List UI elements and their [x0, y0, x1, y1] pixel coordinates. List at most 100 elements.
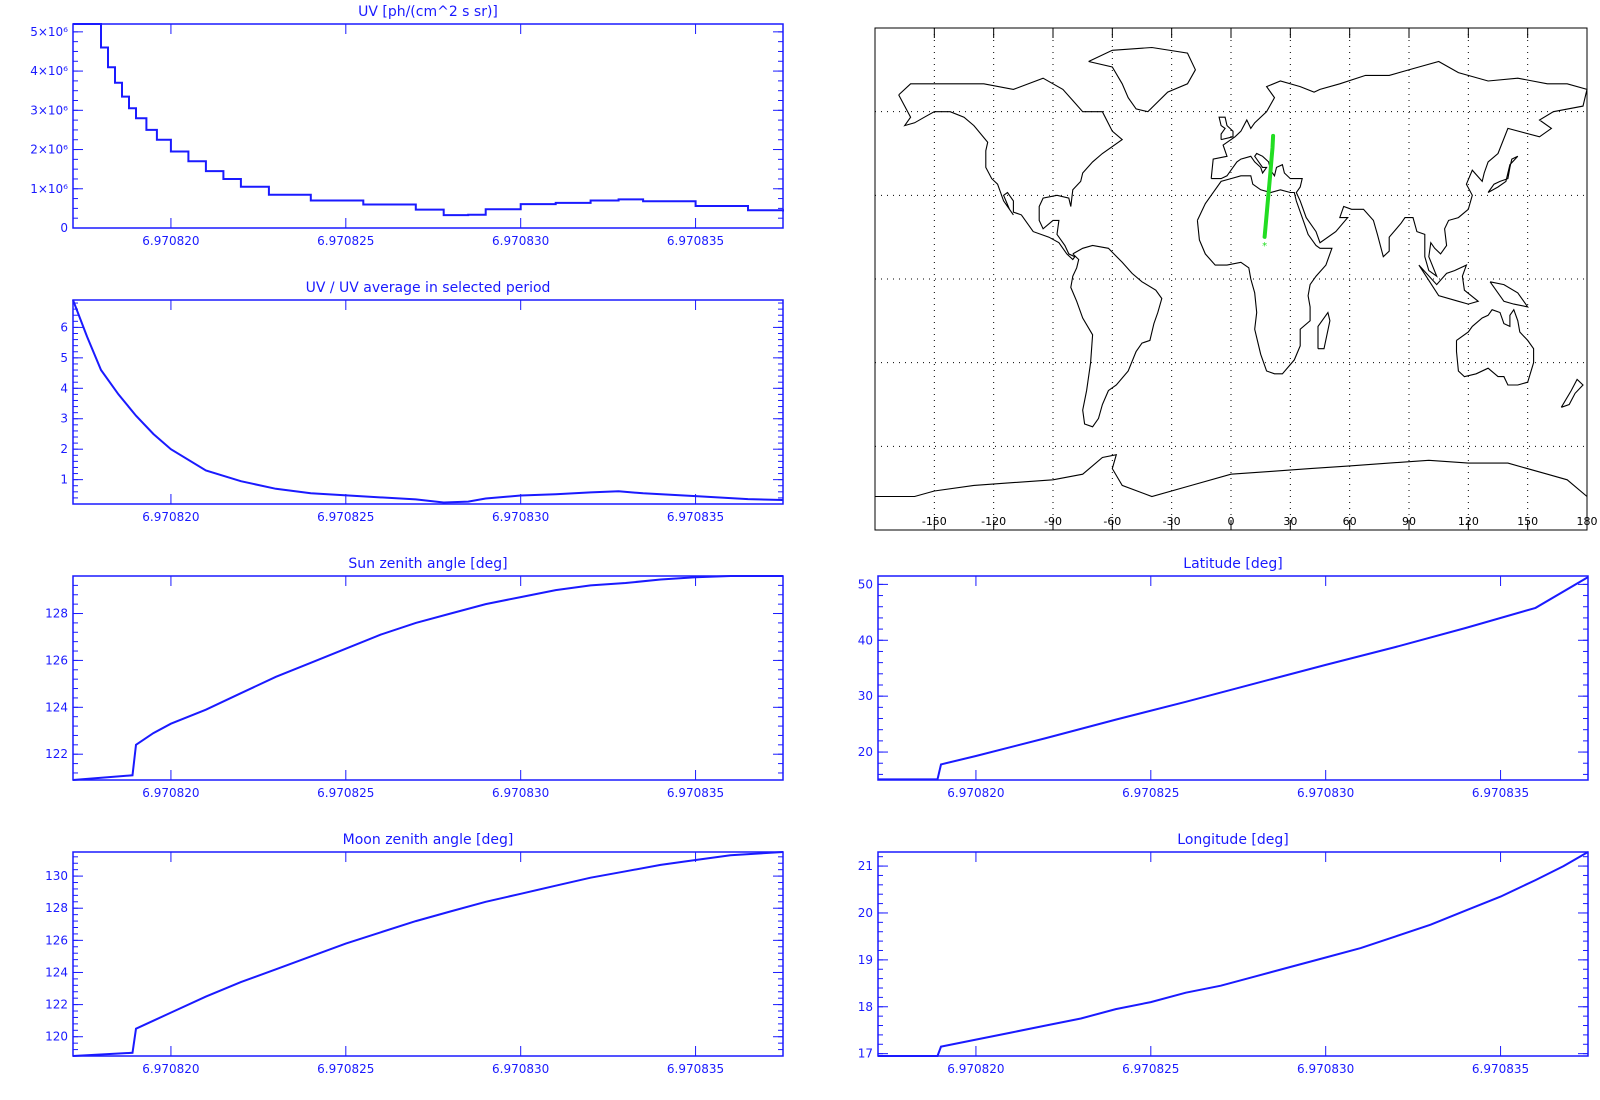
chart-title: Moon zenith angle [deg] [343, 832, 514, 848]
x-tick-label: 6.970835 [1472, 1062, 1529, 1076]
x-tick-label: 6.970830 [1297, 786, 1354, 800]
plot-frame [72, 851, 784, 1057]
y-tick-label: 50 [858, 577, 873, 591]
chart-title: UV / UV average in selected period [306, 280, 551, 296]
x-tick-label: 150 [1517, 515, 1538, 528]
coastline-new-zealand [1560, 378, 1584, 408]
coastline-uk [1218, 116, 1234, 141]
y-axis: 1 2 3 4 5 6 [60, 302, 783, 505]
coastline-south-america [1070, 244, 1163, 428]
x-tick-label: 6.970835 [667, 234, 724, 248]
x-tick-label: 6.970820 [947, 786, 1004, 800]
y-tick-label: 124 [45, 965, 68, 979]
chart-title: UV [ph/(cm^2 s sr)] [358, 4, 498, 20]
series-line [72, 575, 783, 781]
plot-frame [72, 23, 784, 229]
y-axis: 120 122 124 126 128 130 [45, 856, 783, 1057]
x-tick-label: 6.970825 [317, 786, 374, 800]
x-axis: -150 -120 -90 -60 -30 0 30 60 90 120 150 180 [922, 28, 1598, 530]
x-tick-label: 6.970820 [142, 234, 199, 248]
y-tick-label: 130 [45, 869, 68, 883]
y-tick-label: 1 [60, 473, 68, 487]
x-tick-label: 6.970835 [1472, 786, 1529, 800]
coastline-greenland [1088, 46, 1197, 113]
track-start-marker: * [1262, 241, 1267, 252]
x-axis: 6.970820 6.970825 6.970830 6.970835 [142, 852, 724, 1076]
series-line [73, 23, 784, 217]
chart-uv: UV [ph/(cm^2 s sr)]6.970820 6.970825 6.970… [30, 4, 784, 248]
x-axis: 6.970820 6.970825 6.970830 6.970835 [142, 576, 724, 800]
x-tick-label: 6.970825 [317, 234, 374, 248]
x-tick-label: -60 [1103, 515, 1121, 528]
coastline-new-guinea [1489, 281, 1529, 308]
x-tick-label: 6.970830 [1297, 1062, 1354, 1076]
y-tick-label: 17 [858, 1047, 873, 1061]
series-line [72, 299, 784, 504]
chart-title: Longitude [deg] [1177, 832, 1288, 848]
y-axis: 122 124 126 128 [45, 584, 783, 774]
x-tick-label: 6.970830 [492, 1062, 549, 1076]
x-tick-label: 6.970825 [1122, 1062, 1179, 1076]
coastline-japan [1487, 155, 1519, 193]
y-tick-label: 20 [858, 906, 873, 920]
y-tick-label: 124 [45, 700, 68, 714]
y-tick-label: 6 [60, 320, 68, 334]
coastline-north-america [898, 77, 1124, 261]
x-tick-label: 6.970820 [142, 786, 199, 800]
y-axis: 20 30 40 50 [858, 577, 1588, 775]
y-tick-label: 18 [858, 1000, 873, 1014]
y-tick-label: 30 [858, 689, 873, 703]
coastline-australia [1455, 308, 1535, 386]
y-tick-label: 2 [60, 442, 68, 456]
y-axis: 17 18 19 20 21 [858, 856, 1588, 1061]
plot-frame [72, 299, 784, 505]
y-tick-label: 120 [45, 1030, 68, 1044]
coastline-africa [1196, 175, 1333, 375]
coastlines [875, 46, 1588, 498]
x-tick-label: 0 [1228, 515, 1235, 528]
y-tick-label: 2×10⁶ [30, 143, 68, 157]
x-tick-label: 60 [1343, 515, 1357, 528]
chart-latitude: Latitude [deg]6.970820 6.970825 6.970830 6.… [858, 556, 1589, 800]
series-line [878, 851, 1589, 1057]
y-tick-label: 128 [45, 607, 68, 621]
y-tick-label: 19 [858, 953, 873, 967]
series-line [72, 851, 784, 1057]
x-tick-label: 6.970820 [142, 510, 199, 524]
x-tick-label: 6.970825 [1122, 786, 1179, 800]
y-tick-label: 4×10⁶ [30, 64, 68, 78]
chart-title: Sun zenith angle [deg] [348, 556, 507, 572]
x-tick-label: -120 [981, 515, 1006, 528]
y-tick-label: 3×10⁶ [30, 103, 68, 117]
x-tick-label: 6.970830 [492, 510, 549, 524]
map-grid [875, 28, 1587, 530]
x-tick-label: 6.970825 [317, 1062, 374, 1076]
chart-uv_ratio: UV / UV average in selected period 6.9708… [60, 280, 784, 524]
chart-sun_zenith: Sun zenith angle [deg]6.970820 6.970825 6.… [45, 556, 784, 800]
coastline-madagascar [1317, 311, 1331, 350]
x-tick-label: -150 [922, 515, 947, 528]
y-tick-label: 128 [45, 901, 68, 915]
y-tick-label: 126 [45, 653, 68, 667]
y-tick-label: 20 [858, 745, 873, 759]
satellite-track [1262, 133, 1276, 239]
plot-frame [877, 851, 1589, 1057]
y-tick-label: 3 [60, 412, 68, 426]
y-tick-label: 126 [45, 933, 68, 947]
x-tick-label: 6.970830 [492, 234, 549, 248]
x-axis: 6.970820 6.970825 6.970830 6.970835 [947, 576, 1529, 800]
x-tick-label: 6.970825 [317, 510, 374, 524]
y-tick-label: 122 [45, 747, 68, 761]
y-tick-label: 5 [60, 351, 68, 365]
coastline-eurasia-africa [1210, 60, 1588, 278]
coastline-borneo-indonesia [1418, 264, 1480, 305]
x-tick-label: -30 [1163, 515, 1181, 528]
x-tick-label: 90 [1402, 515, 1416, 528]
x-tick-label: 180 [1577, 515, 1598, 528]
x-axis: 6.970820 6.970825 6.970830 6.970835 [947, 852, 1529, 1076]
y-axis: 0 1×10⁶ 2×10⁶ 3×10⁶ 4×10⁶ 5×10⁶ [30, 25, 783, 235]
y-tick-label: 4 [60, 381, 68, 395]
x-axis: 6.970820 6.970825 6.970830 6.970835 [142, 24, 724, 248]
x-tick-label: 6.970820 [142, 1062, 199, 1076]
